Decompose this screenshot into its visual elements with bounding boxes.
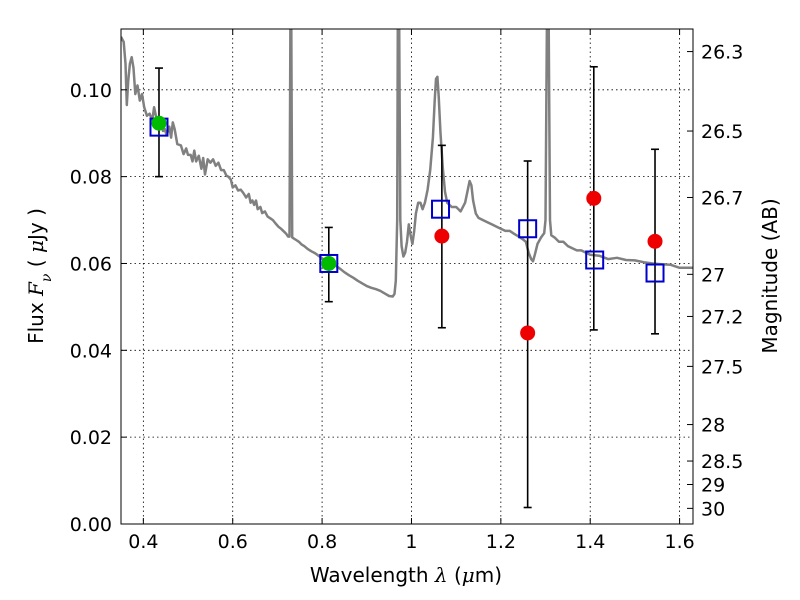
y-axis-title: Flux Fν ( μJy )	[24, 208, 55, 344]
y-tick-label: 0.00	[70, 514, 112, 536]
model-photometry-square	[518, 219, 538, 239]
model-photometry-square	[645, 263, 665, 283]
magnitude-tick-label: 26.3	[701, 42, 743, 64]
magnitude-tick-label: 26.5	[701, 121, 743, 143]
model-spectrum-line	[121, 29, 693, 298]
observed-photometry-point	[151, 115, 167, 131]
observed-photometry-point	[321, 255, 337, 271]
magnitude-tick-label: 27.2	[701, 306, 743, 328]
observed-photometry-point	[434, 228, 450, 244]
x-tick-label: 1.2	[486, 531, 516, 553]
observed-photometry-point	[520, 325, 536, 341]
x-tick-label: 1.4	[575, 531, 605, 553]
magnitude-tick-label: 26.7	[701, 187, 743, 209]
y-tick-label: 0.04	[70, 340, 112, 362]
y-tick-label: 0.10	[70, 80, 112, 102]
x-tick-label: 0.8	[307, 531, 337, 553]
magnitude-tick-label: 29	[701, 474, 725, 496]
x-tick-label: 0.4	[128, 531, 158, 553]
observed-photometry-point	[586, 190, 602, 206]
y2-axis-title: Magnitude (AB)	[758, 198, 782, 353]
model-photometry-square	[585, 250, 605, 270]
x-tick-label: 0.6	[218, 531, 248, 553]
magnitude-tick-label: 27.5	[701, 356, 743, 378]
observed-photometry-point	[647, 233, 663, 249]
y-tick-label: 0.08	[70, 167, 112, 189]
plot-frame	[120, 28, 694, 525]
data-layer	[121, 29, 693, 509]
magnitude-tick-label: 28.5	[701, 451, 743, 473]
y-tick-label: 0.06	[70, 253, 112, 275]
x-tick-label: 1.6	[664, 531, 694, 553]
model-photometry-square	[431, 199, 451, 219]
model-photometry-square	[319, 253, 339, 273]
magnitude-tick-label: 27	[701, 264, 725, 286]
ticks: 0.4 0.6 0.8 1 1.2 1.4 1.6 0.00 0.02 0.04 0.06 0.08 0…	[70, 29, 743, 553]
magnitude-tick-label: 30	[701, 498, 725, 520]
y-tick-label: 0.02	[70, 427, 112, 449]
magnitude-tick-label: 28	[701, 415, 725, 437]
x-axis-title: Wavelength λ (μm)	[310, 563, 502, 587]
x-tick-label: 1	[405, 531, 417, 553]
